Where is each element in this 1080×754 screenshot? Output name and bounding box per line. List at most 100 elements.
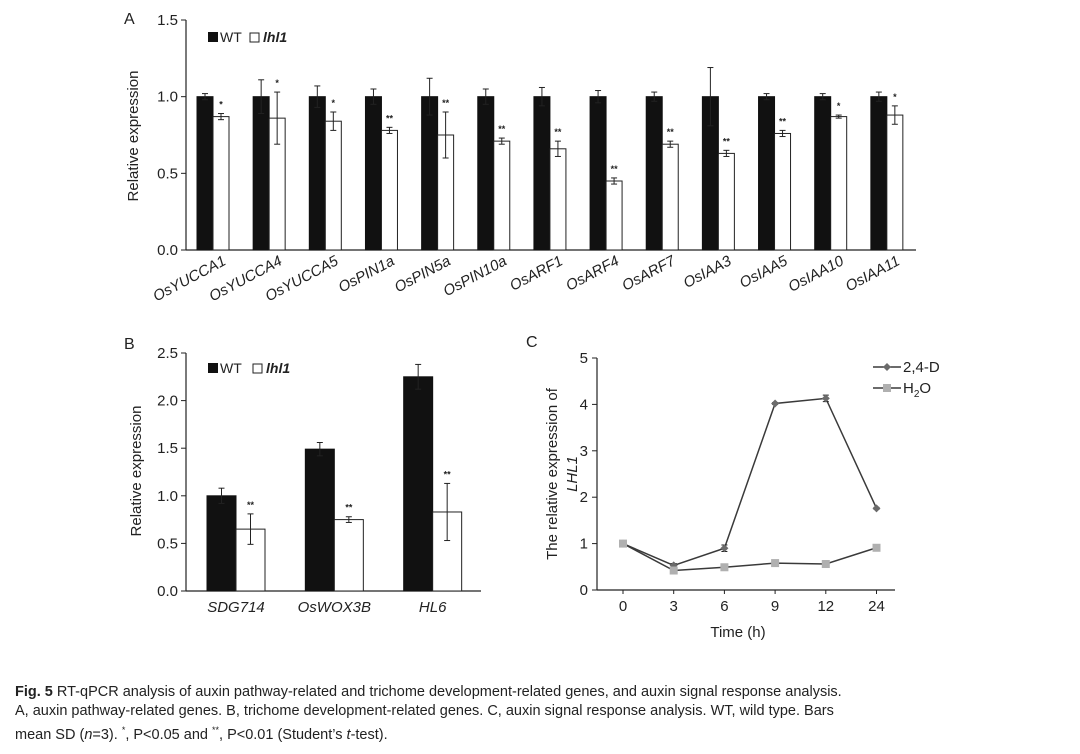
bar-lhl1-OsIAA5: [774, 132, 792, 251]
bar-wt-OsPIN5a: [421, 96, 439, 251]
caption-line-3c: , P<0.05 and: [125, 726, 208, 743]
bar-lhl1-OsPIN10a: [493, 140, 511, 251]
point-24d: [872, 504, 881, 513]
legend-h2o-label-h: H: [903, 380, 914, 397]
bar-lhl1-OsIAA11: [886, 114, 904, 251]
panel-b-label: B: [124, 336, 135, 353]
category-label-OsPIN10a: OsPIN10a: [441, 253, 510, 300]
bar-lhl1-OsYUCCA1: [212, 116, 230, 251]
caption-line-3e: -test).: [350, 726, 388, 743]
significance-mark: *: [219, 100, 223, 110]
legend-wt-label: WT: [220, 360, 242, 376]
bar-lhl1-OsARF1: [549, 148, 567, 251]
y-tick-label: 1.0: [157, 89, 178, 106]
y-tick-label: 0.0: [157, 242, 178, 259]
caption-figure-label: Fig. 5: [15, 684, 53, 700]
panel-c-y-axis-gene: LHL1: [564, 456, 581, 492]
bar-wt-OsYUCCA1: [196, 96, 214, 251]
point-h2o: [619, 539, 627, 548]
y-tick-label: 0: [580, 582, 588, 599]
y-tick-label: 2.5: [157, 345, 178, 362]
legend-lhl1-swatch: [252, 363, 263, 374]
y-tick-label: 0.0: [157, 583, 178, 600]
category-label-OsARF4: OsARF4: [563, 253, 622, 295]
y-tick-label: 5: [580, 350, 588, 367]
panel-a-legend: WT lhl1: [208, 29, 287, 45]
caption-line-1: RT-qPCR analysis of auxin pathway-relate…: [56, 684, 842, 700]
category-label-OsIAA10: OsIAA10: [786, 252, 848, 296]
significance-mark: **: [345, 503, 353, 513]
significance-mark: *: [332, 98, 336, 108]
bar-wt-OsARF7: [645, 96, 663, 251]
panel-a-bars: ********* ************: [196, 67, 904, 251]
bar-wt-OsARF1: [533, 96, 551, 251]
significance-mark: **: [723, 136, 731, 146]
caption-line-2: A, auxin pathway-related genes. B, trich…: [15, 703, 834, 719]
bar-lhl1-OsIAA10: [830, 116, 848, 251]
bar-wt-SDG714: [206, 495, 237, 592]
bar-wt-OsPIN1a: [364, 96, 382, 251]
x-tick-label: 12: [817, 598, 834, 615]
significance-mark: **: [442, 98, 450, 108]
category-label-OsARF1: OsARF1: [507, 253, 566, 295]
point-24d: [821, 394, 830, 403]
significance-mark: **: [611, 164, 619, 174]
panel-c-y-axis-title-text: The relative expression of: [544, 387, 561, 560]
legend-wt-swatch: [208, 32, 218, 42]
y-tick-label: 1.0: [157, 488, 178, 505]
caption-n: n: [84, 726, 93, 743]
x-tick-label: 0: [619, 598, 627, 615]
panel-c-y-axis-title: The relative expression of: [544, 387, 561, 560]
panel-a: A WT lhl1 Relative expression 0.0 0.5 1.0 1…: [124, 11, 916, 305]
bar-wt-OsYUCCA5: [308, 96, 326, 251]
legend-wt-label: WT: [220, 29, 242, 45]
bar-lhl1-OsIAA3: [717, 152, 735, 251]
point-h2o: [669, 566, 678, 575]
legend-h2o-label-sub: 2: [914, 389, 920, 400]
legend-24d-marker: [883, 363, 891, 371]
y-tick-label: 0.5: [157, 165, 178, 182]
significance-mark: **: [667, 127, 675, 137]
legend-lhl1-label: lhl1: [266, 360, 290, 376]
caption-line-3a: mean SD (: [15, 726, 85, 743]
y-tick-label: 0.5: [157, 535, 178, 552]
caption-line-3b: =3).: [92, 726, 118, 743]
significance-mark: *: [893, 92, 897, 102]
y-tick-label: 3: [580, 443, 588, 460]
y-tick-label: 1.5: [157, 12, 178, 29]
panel-c: C The relative expression of LHL1 Time (…: [526, 334, 940, 641]
panel-c-x-axis-title: Time (h): [710, 624, 765, 641]
bar-wt-OsARF4: [589, 96, 607, 251]
legend-lhl1-label: lhl1: [263, 29, 287, 45]
y-tick-label: 1: [580, 536, 588, 553]
category-label-OsPIN1a: OsPIN1a: [336, 253, 398, 297]
panel-c-lines: [619, 394, 881, 575]
caption-star-1: *: [121, 725, 126, 735]
bar-lhl1-OsARF7: [661, 143, 679, 251]
series-line-h2o: [622, 542, 877, 572]
point-24d: [771, 399, 780, 408]
y-tick-label: 1.5: [157, 440, 178, 457]
bar-wt-OsPIN10a: [477, 96, 495, 251]
category-label-OsWOX3B: OsWOX3B: [298, 599, 371, 616]
point-24d: [720, 544, 729, 553]
bar-lhl1-OsYUCCA5: [324, 120, 342, 251]
legend-h2o-marker: [883, 384, 891, 392]
category-label-OsIAA11: OsIAA11: [843, 253, 903, 296]
figure-caption: Fig. 5 RT-qPCR analysis of auxin pathway…: [15, 683, 1070, 745]
y-tick-label: 2.0: [157, 393, 178, 410]
category-label-OsIAA5: OsIAA5: [737, 252, 791, 292]
category-label-OsIAA3: OsIAA3: [681, 252, 735, 292]
panel-c-legend: 2,4-D H2O: [873, 359, 940, 400]
bar-wt-OsIAA5: [758, 96, 776, 251]
legend-wt-swatch: [208, 363, 218, 373]
significance-mark: **: [386, 113, 394, 123]
significance-mark: **: [498, 124, 506, 134]
panel-a-y-axis-title: Relative expression: [125, 71, 142, 202]
panel-c-label: C: [526, 334, 538, 351]
bar-wt-OsIAA11: [870, 96, 888, 251]
significance-mark: **: [779, 116, 787, 126]
bar-lhl1-OsARF4: [605, 180, 623, 251]
panel-b-y-axis-title: Relative expression: [128, 406, 145, 537]
